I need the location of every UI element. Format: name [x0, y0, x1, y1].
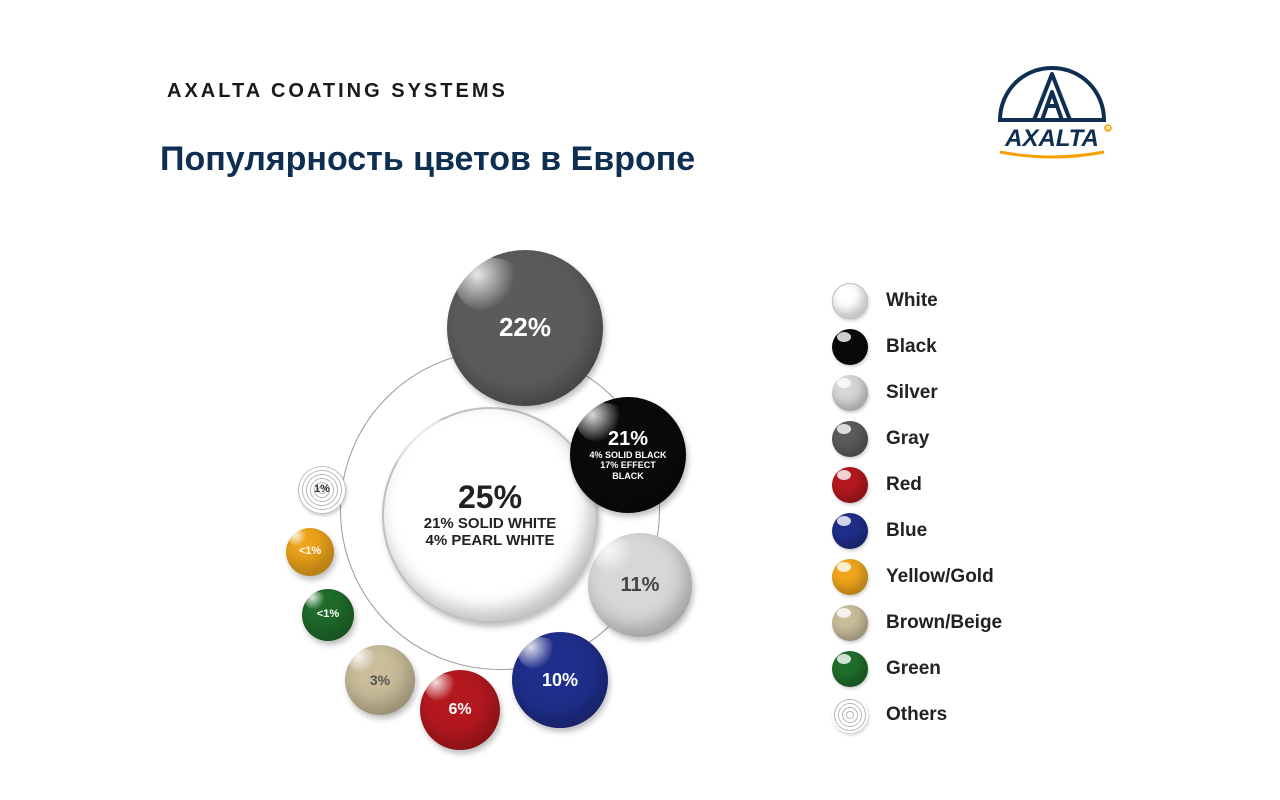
legend-swatch — [832, 559, 868, 595]
legend-swatch — [832, 283, 868, 319]
legend-row: Yellow/Gold — [832, 559, 1002, 595]
brand-line: AXALTA COATING SYSTEMS — [167, 80, 508, 103]
bubble-pct: 21% — [608, 429, 648, 450]
bubble-pct: 1% — [314, 484, 330, 496]
legend-row: Brown/Beige — [832, 605, 1002, 641]
legend-swatch — [832, 467, 868, 503]
legend-label: Others — [886, 704, 947, 726]
legend-label: Black — [886, 336, 937, 358]
legend-swatch — [832, 697, 868, 733]
legend-row: Blue — [832, 513, 1002, 549]
svg-text:AXALTA: AXALTA — [1004, 125, 1099, 152]
legend-label: Blue — [886, 520, 927, 542]
bubble-blue: 10% — [512, 632, 608, 728]
bubble-pct: 3% — [370, 673, 390, 688]
color-popularity-chart: 25%21% SOLID WHITE4% PEARL WHITE22%21%4%… — [250, 280, 750, 760]
bubble-pct: 6% — [448, 702, 471, 719]
legend: White Black Silver Gray Red Blue Yellow/Gold Br… — [832, 283, 1002, 743]
bubble-sub: 21% SOLID WHITE — [424, 515, 557, 532]
bubble-pct: 25% — [458, 481, 522, 515]
bubble-beige: 3% — [345, 645, 415, 715]
legend-row: Gray — [832, 421, 1002, 457]
bubble-black: 21%4% SOLID BLACK17% EFFECTBLACK — [570, 397, 686, 513]
legend-label: Silver — [886, 382, 938, 404]
bubble-sub: 4% SOLID BLACK — [589, 450, 666, 460]
bubble-pct: 10% — [542, 671, 578, 690]
bubble-white-center: 25%21% SOLID WHITE4% PEARL WHITE — [382, 407, 598, 623]
legend-label: Green — [886, 658, 941, 680]
bubble-yellow: <1% — [286, 528, 334, 576]
bubble-silver: 11% — [588, 533, 692, 637]
bubble-others: 1% — [298, 466, 346, 514]
bubble-pct: 11% — [621, 575, 660, 596]
legend-label: White — [886, 290, 938, 312]
legend-swatch — [832, 513, 868, 549]
legend-swatch — [832, 375, 868, 411]
bubble-sub: 17% EFFECT — [600, 460, 656, 470]
bubble-red: 6% — [420, 670, 500, 750]
bubble-gray: 22% — [447, 250, 603, 406]
legend-swatch — [832, 421, 868, 457]
axalta-logo: AXALTA R — [982, 62, 1122, 167]
legend-swatch — [832, 651, 868, 687]
legend-swatch — [832, 605, 868, 641]
legend-swatch — [832, 329, 868, 365]
legend-row: White — [832, 283, 1002, 319]
legend-row: Silver — [832, 375, 1002, 411]
legend-row: Others — [832, 697, 1002, 733]
page-title: Популярность цветов в Европе — [160, 140, 695, 179]
bubble-sub: BLACK — [612, 471, 644, 481]
legend-label: Gray — [886, 428, 929, 450]
legend-row: Green — [832, 651, 1002, 687]
legend-row: Black — [832, 329, 1002, 365]
svg-text:R: R — [1106, 127, 1110, 133]
bubble-pct: <1% — [299, 546, 321, 558]
bubble-sub: 4% PEARL WHITE — [426, 532, 555, 549]
legend-label: Brown/Beige — [886, 612, 1002, 634]
bubble-green: <1% — [302, 589, 354, 641]
legend-row: Red — [832, 467, 1002, 503]
bubble-pct: <1% — [317, 609, 339, 621]
legend-label: Red — [886, 474, 922, 496]
legend-label: Yellow/Gold — [886, 566, 994, 588]
bubble-pct: 22% — [499, 314, 551, 341]
